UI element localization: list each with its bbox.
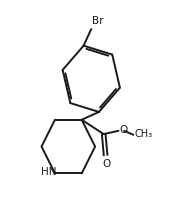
Text: CH₃: CH₃ xyxy=(134,129,152,139)
Text: O: O xyxy=(120,125,128,135)
Text: O: O xyxy=(102,159,111,169)
Text: HN: HN xyxy=(41,167,56,177)
Text: Br: Br xyxy=(92,16,104,26)
